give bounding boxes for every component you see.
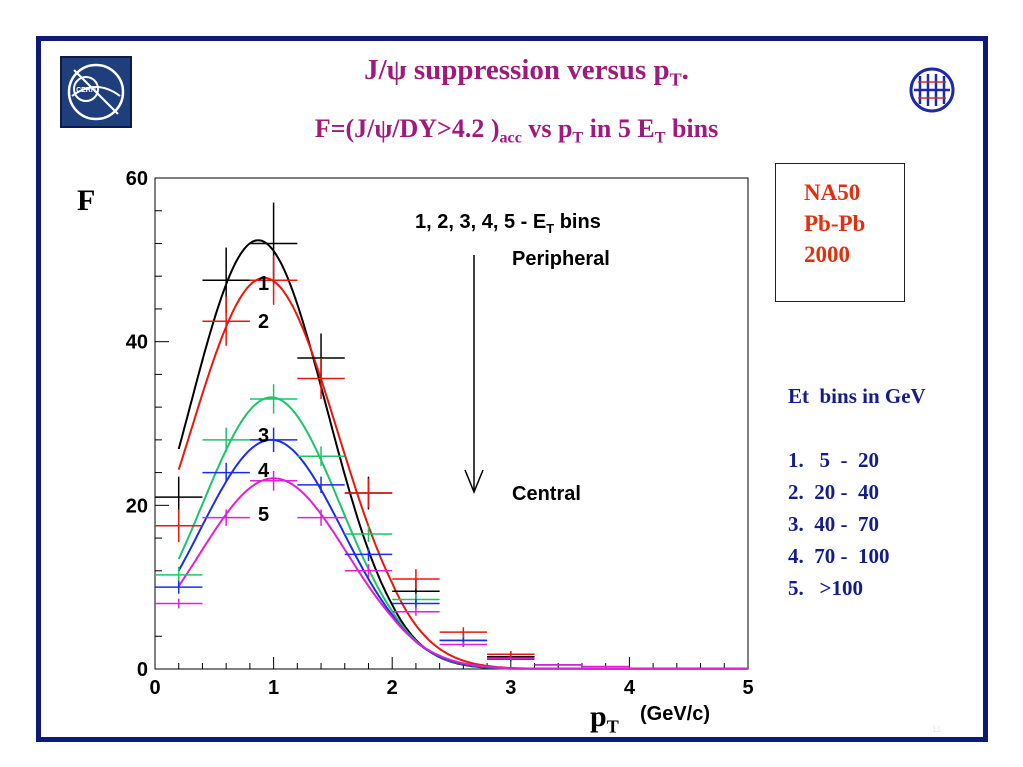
series-label-5: 5: [258, 504, 269, 526]
et-bins-heading: Et bins in GeV: [788, 384, 926, 408]
y-tick-label: 20: [126, 495, 148, 517]
slide-subtitle: F=(J/ψ/DY>4.2 )acc vs pT in 5 ET bins: [314, 114, 719, 147]
central-label: Central: [512, 483, 581, 505]
x-tick-label: 3: [505, 677, 516, 699]
et-bin-item: 5. >100: [788, 576, 863, 600]
plot-area-frame: [154, 177, 749, 670]
y-tick-label: 0: [137, 659, 148, 681]
series-label-3: 3: [258, 425, 269, 447]
data-year: 2000: [804, 242, 850, 267]
series-label-1: 1: [258, 273, 269, 295]
slide-frame: [36, 36, 988, 742]
cern-logo-icon: CERN: [60, 56, 132, 128]
et-bins-legend: Et bins in GeV 1. 5 - 20 2. 20 - 40 3. 40 -…: [788, 380, 926, 604]
x-tick-label: 2: [387, 677, 398, 699]
x-tick-label: 1: [268, 677, 279, 699]
fit-curve-series-1: [177, 239, 748, 670]
x-axis-label: pT: [590, 700, 619, 737]
svg-text:CERN: CERN: [76, 87, 96, 94]
series-label-4: 4: [258, 460, 270, 482]
y-tick-label: 60: [126, 168, 148, 190]
x-tick-label: 0: [149, 677, 160, 699]
jinr-logo-icon: [909, 67, 955, 113]
y-axis-label: F: [77, 184, 96, 217]
peripheral-label: Peripheral: [512, 248, 610, 270]
x-tick-label: 5: [742, 677, 753, 699]
page-number: 11: [932, 724, 942, 734]
experiment-info-box: NA50 Pb-Pb 2000: [775, 163, 905, 302]
centrality-arrow-head-icon: [464, 469, 484, 494]
x-tick-label: 4: [624, 677, 636, 699]
slide-title: J/ψ suppression versus pT.: [364, 54, 689, 90]
experiment-name: NA50: [804, 180, 861, 205]
collision-system: Pb-Pb: [804, 211, 866, 236]
et-bin-item: 1. 5 - 20: [788, 448, 879, 472]
et-bin-item: 4. 70 - 100: [788, 544, 890, 568]
et-bin-item: 2. 20 - 40: [788, 480, 879, 504]
y-tick-label: 40: [126, 332, 148, 354]
series-label-2: 2: [258, 311, 269, 333]
x-axis-unit: (GeV/c): [640, 703, 711, 725]
bins-annotation: 1, 2, 3, 4, 5 - ET bins: [415, 211, 601, 236]
et-bin-item: 3. 40 - 70: [788, 512, 879, 536]
